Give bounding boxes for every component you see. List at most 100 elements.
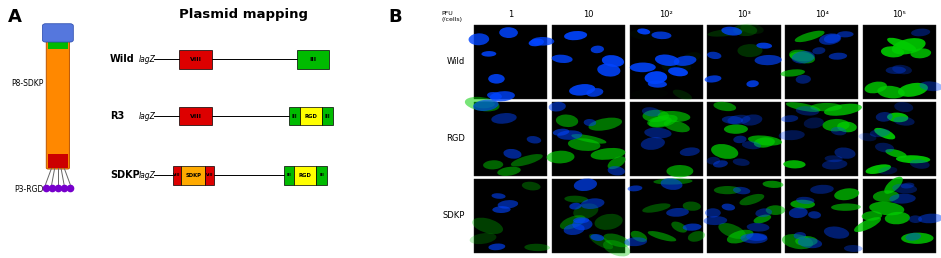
Ellipse shape: [522, 182, 540, 190]
Ellipse shape: [529, 39, 544, 46]
Ellipse shape: [733, 25, 758, 36]
Text: RGD: RGD: [446, 134, 465, 143]
Ellipse shape: [489, 91, 515, 101]
Bar: [48, 154, 68, 168]
Ellipse shape: [892, 65, 912, 74]
Ellipse shape: [789, 207, 807, 218]
Ellipse shape: [796, 106, 819, 116]
Ellipse shape: [683, 223, 702, 231]
Bar: [551, 25, 625, 99]
Ellipse shape: [547, 151, 575, 163]
Ellipse shape: [795, 31, 824, 42]
Bar: [708, 25, 780, 99]
Ellipse shape: [727, 115, 750, 125]
Text: lagZ: lagZ: [139, 112, 156, 120]
Text: P3-RGD: P3-RGD: [14, 185, 43, 194]
Ellipse shape: [822, 159, 847, 170]
Ellipse shape: [854, 217, 881, 232]
Ellipse shape: [655, 54, 679, 66]
Ellipse shape: [574, 179, 597, 191]
Bar: [708, 102, 780, 176]
Ellipse shape: [790, 200, 815, 209]
Ellipse shape: [869, 129, 890, 137]
Bar: [551, 102, 625, 176]
Ellipse shape: [649, 115, 678, 128]
Ellipse shape: [531, 37, 554, 46]
Ellipse shape: [662, 60, 691, 73]
Ellipse shape: [569, 84, 596, 96]
Ellipse shape: [637, 28, 650, 35]
Ellipse shape: [608, 166, 625, 175]
Bar: [863, 179, 936, 253]
Text: Wild: Wild: [110, 54, 135, 64]
Ellipse shape: [876, 112, 893, 122]
Text: P8-SDKP: P8-SDKP: [11, 79, 43, 88]
Ellipse shape: [628, 186, 643, 191]
Ellipse shape: [704, 216, 727, 225]
Ellipse shape: [666, 208, 689, 217]
Ellipse shape: [483, 160, 503, 170]
Ellipse shape: [722, 116, 743, 124]
Ellipse shape: [858, 133, 876, 141]
Ellipse shape: [892, 38, 926, 54]
Bar: [173, 166, 182, 185]
Ellipse shape: [705, 208, 721, 217]
Ellipse shape: [565, 196, 588, 203]
Ellipse shape: [688, 231, 705, 242]
Ellipse shape: [595, 214, 623, 230]
Text: VIII: VIII: [190, 57, 201, 62]
Ellipse shape: [754, 215, 772, 223]
Ellipse shape: [571, 134, 606, 144]
Bar: [474, 179, 548, 253]
Ellipse shape: [795, 236, 818, 246]
Ellipse shape: [824, 34, 840, 43]
Ellipse shape: [666, 165, 694, 177]
Ellipse shape: [524, 244, 550, 251]
Ellipse shape: [911, 29, 931, 36]
Ellipse shape: [603, 233, 630, 247]
Ellipse shape: [527, 136, 541, 143]
Ellipse shape: [497, 167, 520, 176]
Ellipse shape: [714, 186, 741, 194]
Ellipse shape: [789, 50, 815, 63]
Text: III: III: [310, 57, 316, 62]
Ellipse shape: [707, 157, 720, 165]
Ellipse shape: [873, 190, 900, 202]
Bar: [300, 107, 322, 125]
Ellipse shape: [598, 64, 620, 77]
Ellipse shape: [679, 147, 700, 156]
Ellipse shape: [487, 92, 502, 100]
Ellipse shape: [778, 130, 805, 140]
Ellipse shape: [822, 119, 850, 131]
Ellipse shape: [762, 181, 783, 188]
Ellipse shape: [608, 156, 626, 169]
Ellipse shape: [894, 102, 914, 112]
Ellipse shape: [573, 203, 598, 219]
Ellipse shape: [780, 69, 805, 77]
Ellipse shape: [865, 82, 887, 93]
Ellipse shape: [572, 219, 593, 230]
Ellipse shape: [878, 167, 898, 175]
Text: III: III: [325, 114, 330, 119]
Ellipse shape: [918, 214, 941, 223]
Bar: [863, 102, 936, 176]
Ellipse shape: [892, 184, 917, 194]
Ellipse shape: [831, 204, 861, 211]
Ellipse shape: [742, 115, 762, 126]
Ellipse shape: [869, 202, 904, 215]
Ellipse shape: [733, 187, 750, 194]
Text: III: III: [286, 173, 291, 178]
Ellipse shape: [746, 233, 767, 241]
Ellipse shape: [791, 51, 815, 63]
Ellipse shape: [661, 178, 682, 190]
Bar: [474, 25, 548, 99]
Ellipse shape: [831, 127, 847, 135]
Ellipse shape: [590, 234, 604, 241]
Ellipse shape: [911, 48, 932, 58]
Text: SDKP: SDKP: [110, 171, 139, 180]
Ellipse shape: [472, 218, 503, 234]
Ellipse shape: [492, 206, 511, 213]
Ellipse shape: [901, 233, 933, 244]
Text: VIII: VIII: [173, 173, 181, 178]
Ellipse shape: [796, 75, 811, 84]
